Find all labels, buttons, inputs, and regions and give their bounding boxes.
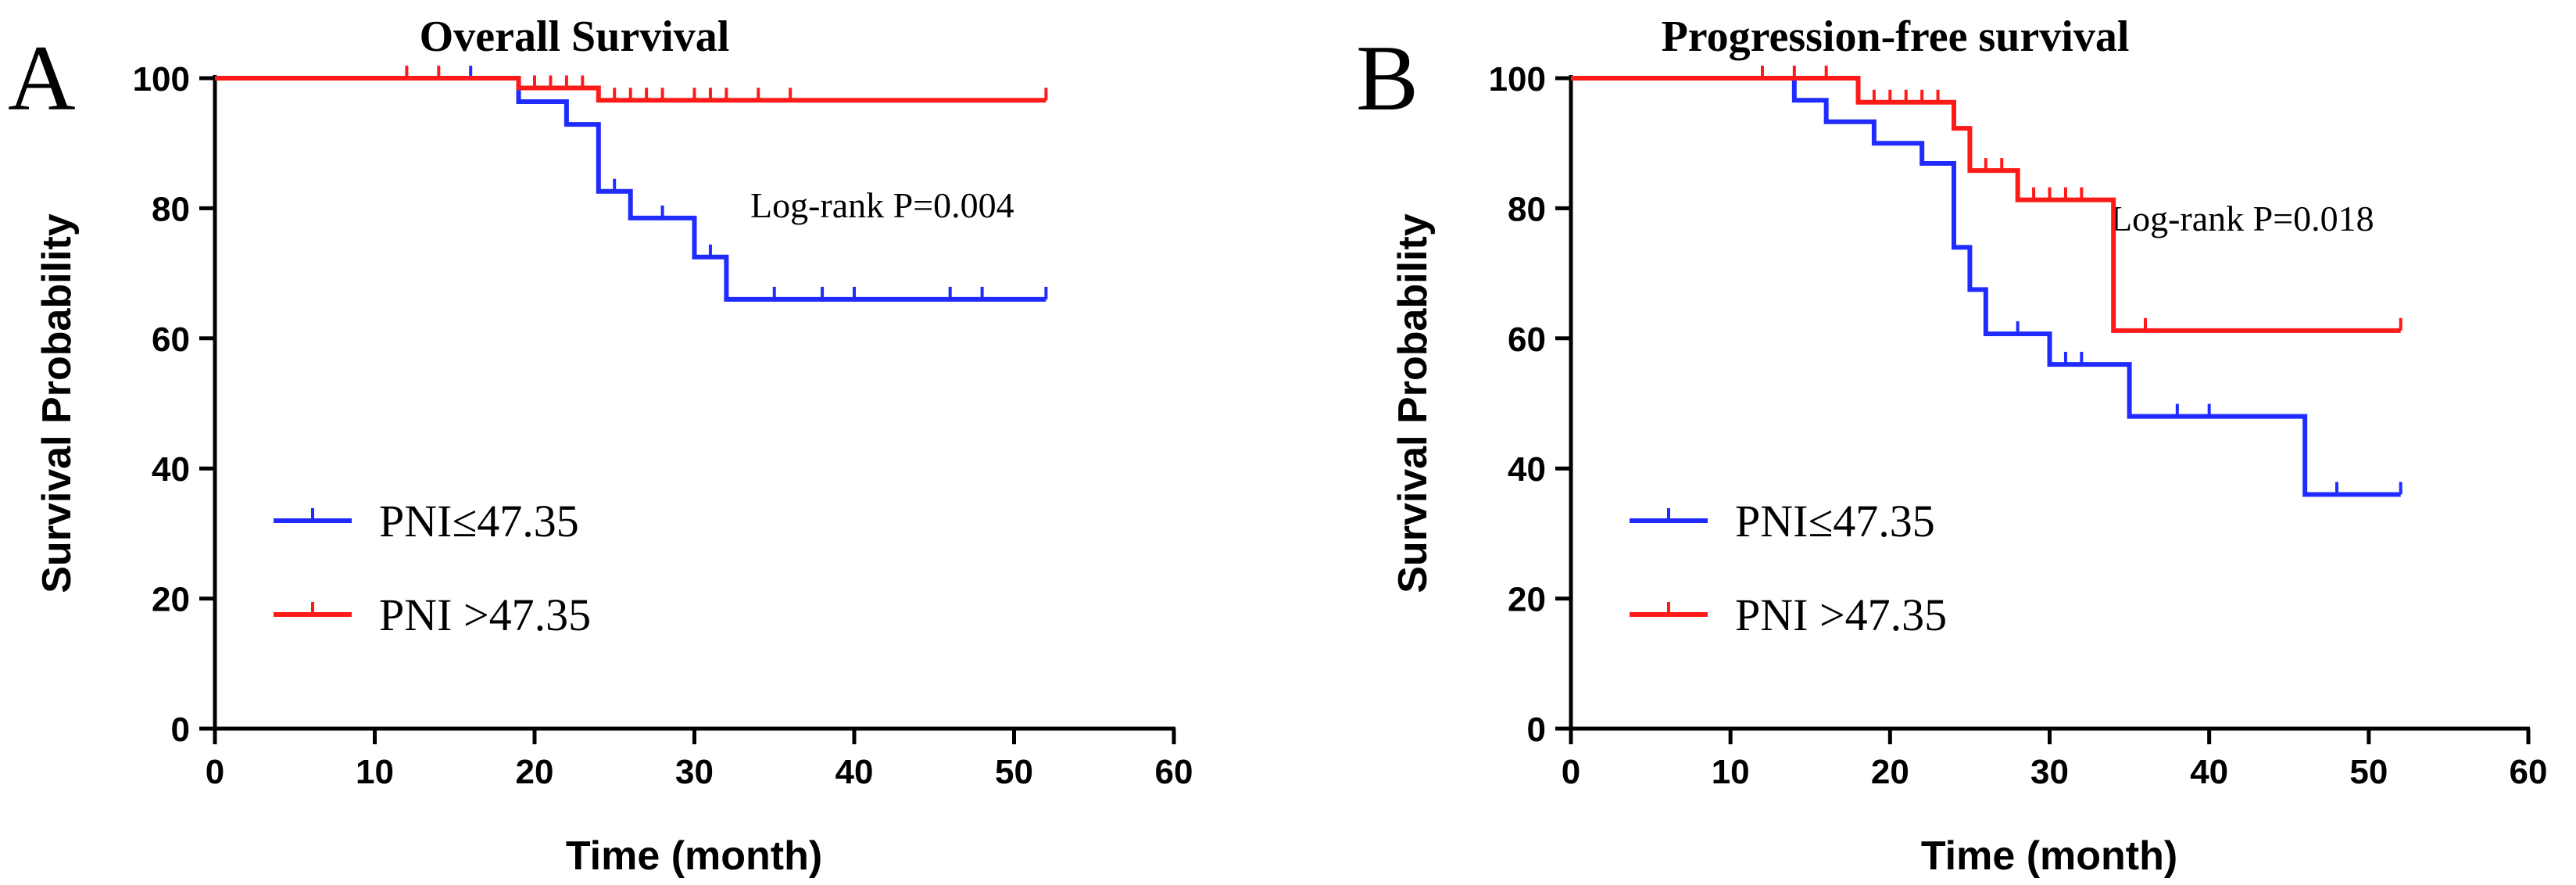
- y-tick-label-a: 100: [133, 60, 190, 99]
- legend-b: PNI≤47.35 PNI >47.35: [1630, 496, 1947, 640]
- panel-letter-b: B: [1356, 26, 1419, 130]
- panel-b: B Progression-free survival Log-rank P=0…: [1356, 13, 2547, 879]
- log-rank-annotation-b: Log-rank P=0.018: [2110, 199, 2374, 238]
- km-curve-pni-high-a: [215, 76, 1046, 103]
- log-rank-annotation-a: Log-rank P=0.004: [750, 185, 1014, 225]
- x-tick-label-a: 20: [516, 753, 554, 791]
- panel-letter-a: A: [8, 26, 76, 130]
- ticks-a: 0 10 20 30 40 50 60 0 20 40 60 80 100: [133, 60, 1193, 791]
- chart-title-a: Overall Survival: [420, 13, 730, 61]
- legend-label-pni-high-b: PNI >47.35: [1735, 589, 1947, 640]
- ticks-b: 0 10 20 30 40 50 60 0 20 40 60 80 100: [1489, 60, 2548, 791]
- curves-b: [1571, 66, 2402, 497]
- axes-a: [213, 75, 1175, 731]
- x-tick-label-a: 10: [356, 753, 394, 791]
- x-tick-label-b: 0: [1562, 753, 1580, 791]
- y-tick-label-a: 60: [152, 321, 190, 359]
- legend-label-pni-low-a: PNI≤47.35: [379, 496, 579, 546]
- y-tick-label-a: 80: [152, 190, 190, 228]
- y-axis-label-a: Survival Probability: [34, 213, 80, 593]
- x-tick-label-a: 0: [206, 753, 224, 791]
- y-tick-label-b: 0: [1527, 711, 1546, 749]
- y-tick-label-b: 60: [1508, 321, 1546, 359]
- x-axis-label-b: Time (month): [1921, 833, 2177, 879]
- x-tick-label-b: 30: [2030, 753, 2069, 791]
- x-tick-label-a: 40: [835, 753, 874, 791]
- y-tick-label-a: 0: [171, 711, 190, 749]
- km-curve-pni-low-b: [1571, 76, 2401, 497]
- x-tick-label-b: 50: [2349, 753, 2388, 791]
- y-axis-label-b: Survival Probability: [1390, 213, 1436, 593]
- x-axis-label-a: Time (month): [566, 833, 822, 879]
- legend-label-pni-low-b: PNI≤47.35: [1735, 496, 1935, 546]
- chart-title-b: Progression-free survival: [1662, 13, 2130, 61]
- panel-a: A Overall Survival Log-rank P=0.004 Time…: [8, 13, 1193, 879]
- curves-a: [215, 66, 1048, 302]
- legend-label-pni-high-a: PNI >47.35: [379, 589, 591, 640]
- x-tick-label-b: 60: [2510, 753, 2548, 791]
- y-tick-label-b: 100: [1489, 60, 1546, 99]
- x-tick-label-b: 40: [2190, 753, 2228, 791]
- x-tick-label-a: 30: [675, 753, 714, 791]
- x-tick-label-b: 20: [1871, 753, 1909, 791]
- x-tick-label-b: 10: [1712, 753, 1750, 791]
- x-tick-label-a: 50: [995, 753, 1033, 791]
- legend-a: PNI≤47.35 PNI >47.35: [274, 496, 591, 640]
- y-tick-label-b: 80: [1508, 190, 1546, 228]
- x-tick-label-a: 60: [1155, 753, 1193, 791]
- y-tick-label-a: 40: [152, 450, 190, 489]
- km-curve-pni-high-b: [1571, 76, 2401, 333]
- y-tick-label-a: 20: [152, 581, 190, 619]
- y-tick-label-b: 20: [1508, 581, 1546, 619]
- axes-b: [1569, 75, 2530, 731]
- y-tick-label-b: 40: [1508, 450, 1546, 489]
